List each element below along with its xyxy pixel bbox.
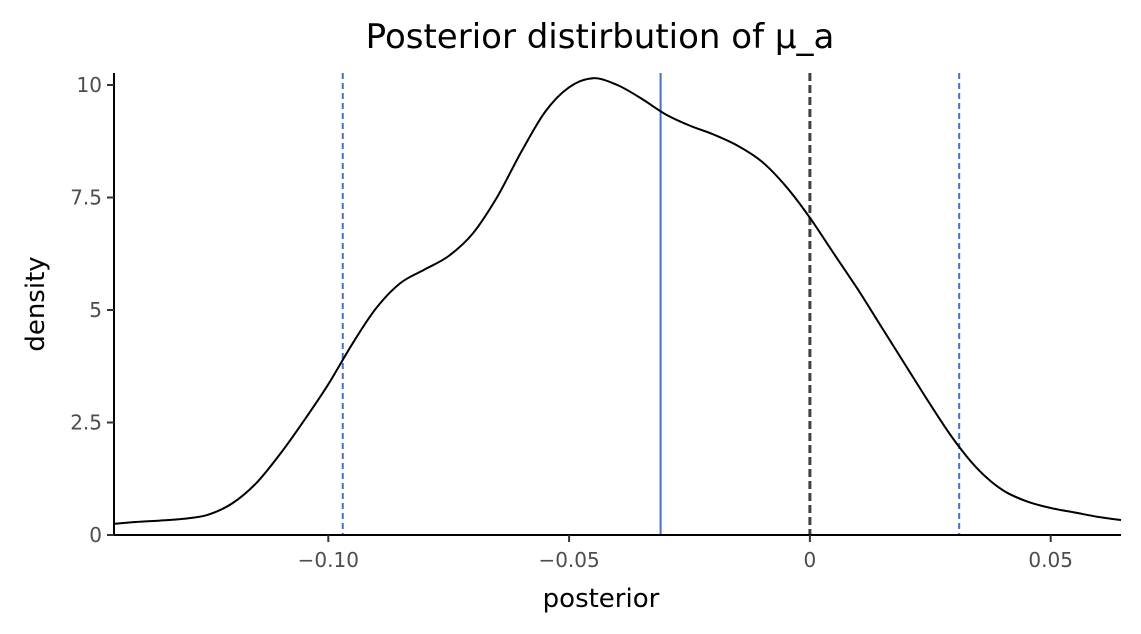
- x-tick-label: −0.05: [538, 548, 599, 572]
- y-tick-label: 7.5: [70, 186, 102, 210]
- chart-title: Posterior distirbution of μ_a: [366, 17, 835, 57]
- x-tick-label: −0.10: [298, 548, 359, 572]
- y-tick-label: 2.5: [70, 411, 102, 435]
- x-axis-ticks: −0.10 −0.05 0 0.05: [298, 535, 1073, 572]
- x-tick-label: 0: [804, 548, 817, 572]
- y-tick-label: 10: [77, 73, 102, 97]
- y-axis-ticks: 0 2.5 5 7.5 10: [70, 73, 114, 547]
- x-axis-label: posterior: [543, 584, 660, 614]
- reference-lines: [341, 73, 961, 535]
- x-tick-label: 0.05: [1028, 548, 1073, 572]
- density-curve: [113, 77, 1122, 525]
- y-axis-label: density: [21, 256, 51, 351]
- y-tick-label: 0: [89, 523, 102, 547]
- y-tick-label: 5: [89, 298, 102, 322]
